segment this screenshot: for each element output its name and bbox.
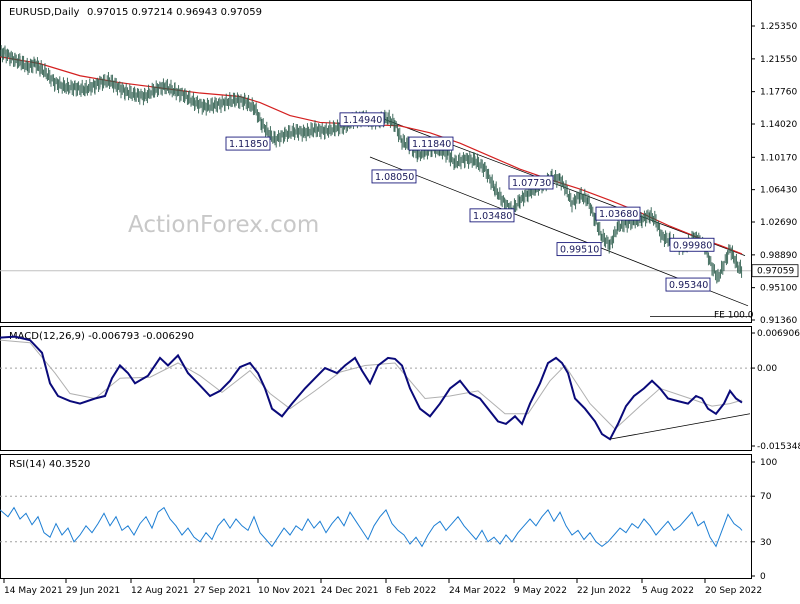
level-annotation-label: 0.99980	[673, 240, 712, 251]
level-annotation-box	[339, 112, 385, 127]
rsi-y-tick-label: 70	[760, 492, 772, 502]
x-tick-label: 27 Sep 2021	[194, 586, 251, 596]
x-tick-label: 20 Sep 2022	[705, 586, 762, 596]
macd-trendline	[609, 413, 751, 440]
macd-series	[0, 335, 751, 441]
level-annotation-label: 1.08050	[375, 172, 414, 183]
x-tick-label: 9 May 2022	[514, 586, 567, 596]
watermark: ActionForex.com	[128, 212, 319, 238]
price-y-tick-label: 1.21550	[760, 55, 797, 65]
level-annotation-label: 0.95340	[669, 280, 708, 291]
x-tick-label: 5 Aug 2022	[642, 586, 694, 596]
macd-y-tick-label: 0.006906	[757, 329, 800, 339]
level-annotation-label: 1.14940	[343, 115, 382, 126]
level-annotation-label: 1.11850	[229, 139, 268, 150]
rsi-panel-frame	[0, 454, 752, 579]
macd-label: MACD(12,26,9) -0.006793 -0.006290	[9, 331, 194, 342]
rsi-y-tick-label: 30	[760, 538, 772, 548]
level-annotation-box	[408, 136, 454, 151]
level-annotation-label: 1.03480	[473, 211, 512, 222]
price-bars	[0, 45, 743, 284]
x-axis: 14 May 2021 29 Jun 2021 12 Aug 2021 27 Sep …	[3, 579, 762, 596]
price-y-tick-label: 1.14020	[760, 120, 797, 130]
x-tick-label: 12 Aug 2021	[131, 586, 189, 596]
level-annotation-label: 0.99510	[560, 245, 599, 256]
price-y-tick-label: 1.25350	[760, 22, 797, 32]
price-y-tick-label: 1.02690	[760, 218, 797, 228]
rsi-y-tick-label: 100	[760, 458, 777, 468]
chart-symbol: EURUSD,Daily	[9, 7, 80, 18]
price-y-tick-label: 1.17760	[760, 88, 797, 98]
x-tick-label: 22 Jun 2022	[577, 586, 631, 596]
fe-label: FE 100.0	[714, 310, 754, 320]
x-tick-label: 14 May 2021	[4, 586, 63, 596]
x-tick-label: 24 Dec 2021	[321, 586, 379, 596]
level-annotation-label: 1.03680	[599, 209, 638, 220]
macd-signal-line	[0, 339, 743, 430]
x-tick-label: 8 Feb 2022	[386, 586, 436, 596]
price-y-tick-label: 0.91360	[760, 316, 797, 326]
price-y-tick-label: 1.10170	[760, 153, 797, 163]
chart-ohlc: 0.97015 0.97214 0.96943 0.97059	[87, 7, 262, 18]
x-tick-label: 24 Mar 2022	[449, 586, 506, 596]
rsi-y-tick-label: 0	[760, 572, 766, 582]
level-annotation-box	[371, 169, 417, 184]
price-annotations: 1.11850 1.14940 1.11840 1.08050 1.07730 1.034…	[225, 112, 754, 320]
macd-y-axis: 0.006906 0.00 -0.015348	[751, 329, 800, 452]
level-annotation-box	[469, 208, 515, 223]
level-annotation-box	[665, 277, 711, 292]
macd-panel-frame	[0, 326, 752, 451]
level-annotation-box	[556, 242, 602, 257]
level-annotation-box	[508, 175, 554, 190]
rsi-series	[0, 495, 751, 548]
macd-line	[0, 335, 743, 441]
rsi-y-axis: 100 70 30 0	[751, 458, 777, 582]
level-annotation-box	[225, 136, 271, 151]
last-price-label: 0.97059	[757, 267, 794, 277]
macd-y-tick-label: -0.015348	[757, 442, 800, 452]
level-annotation-label: 1.07730	[512, 178, 551, 189]
price-y-tick-label: 1.06430	[760, 186, 797, 196]
level-annotation-label: 1.11840	[412, 139, 451, 150]
last-price-tag	[751, 264, 799, 278]
x-tick-label: 10 Nov 2021	[258, 586, 316, 596]
x-tick-label: 29 Jun 2021	[66, 586, 120, 596]
level-annotation-box	[595, 206, 641, 221]
rsi-label: RSI(14) 40.3520	[9, 459, 90, 470]
macd-y-tick-label: 0.00	[757, 364, 777, 374]
price-panel-frame	[0, 0, 752, 323]
price-y-tick-label: 0.95100	[760, 284, 797, 294]
price-y-axis: 1.25350 1.21550 1.17760 1.14020 1.10170 1.064…	[751, 22, 797, 326]
rsi-line	[0, 506, 743, 548]
price-y-tick-label: 0.98890	[760, 251, 797, 261]
level-annotation-box	[669, 237, 715, 252]
